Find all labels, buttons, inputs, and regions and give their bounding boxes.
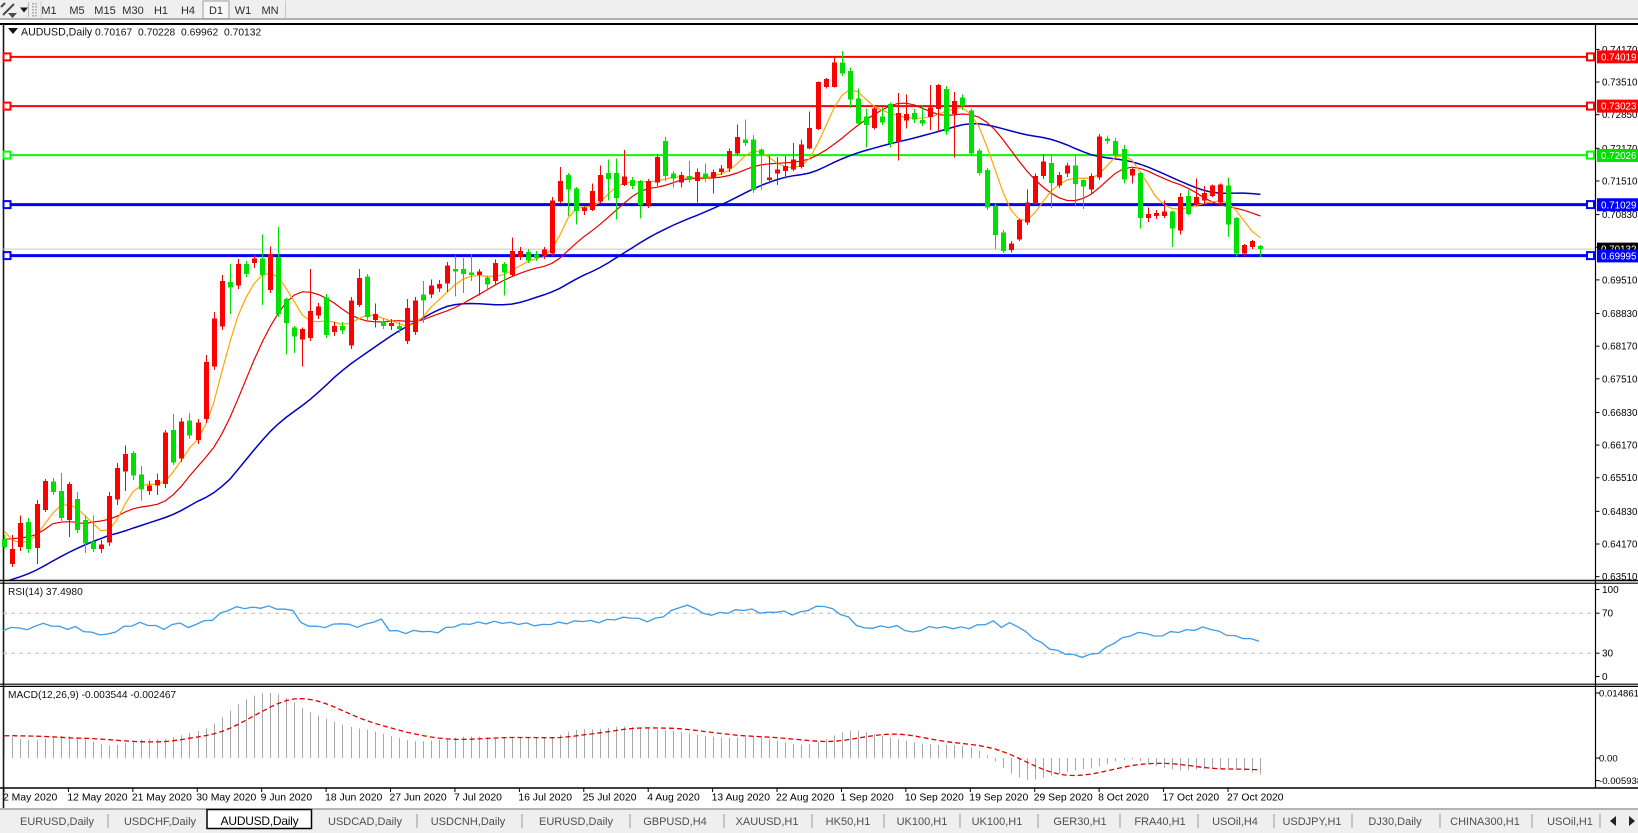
svg-text:0.66170: 0.66170	[1602, 441, 1638, 452]
svg-text:-0.005938: -0.005938	[1599, 776, 1638, 787]
svg-text:0.014861: 0.014861	[1599, 689, 1638, 700]
svg-text:AUDUSD,Daily: AUDUSD,Daily	[221, 814, 299, 828]
svg-text:25 Jul 2020: 25 Jul 2020	[583, 793, 637, 804]
svg-text:4 Aug 2020: 4 Aug 2020	[647, 793, 700, 804]
svg-text:0.74019: 0.74019	[1601, 52, 1636, 63]
svg-text:10 Sep 2020: 10 Sep 2020	[905, 793, 964, 804]
svg-text:0.68830: 0.68830	[1602, 309, 1638, 320]
svg-text:USDCAD,Daily: USDCAD,Daily	[328, 816, 402, 828]
svg-text:70: 70	[1602, 609, 1614, 620]
svg-text:0.64830: 0.64830	[1602, 507, 1638, 518]
svg-text:FRA40,H1: FRA40,H1	[1134, 816, 1185, 828]
svg-text:22 Aug 2020: 22 Aug 2020	[776, 793, 835, 804]
svg-text:RSI(14) 37.4980: RSI(14) 37.4980	[8, 587, 83, 598]
svg-text:27 Jun 2020: 27 Jun 2020	[390, 793, 447, 804]
svg-text:30 May 2020: 30 May 2020	[196, 793, 256, 804]
svg-text:0.70228: 0.70228	[138, 28, 175, 39]
svg-text:MACD(12,26,9) -0.003544 -0.002: MACD(12,26,9) -0.003544 -0.002467	[8, 690, 177, 701]
svg-text:12 May 2020: 12 May 2020	[67, 793, 127, 804]
svg-text:0.71510: 0.71510	[1602, 176, 1638, 187]
svg-text:M5: M5	[69, 5, 84, 17]
svg-text:HK50,H1: HK50,H1	[826, 816, 871, 828]
svg-text:0.65510: 0.65510	[1602, 473, 1638, 484]
svg-text:0.64170: 0.64170	[1602, 540, 1638, 551]
svg-text:0.69995: 0.69995	[1601, 251, 1637, 262]
svg-text:0.73023: 0.73023	[1601, 102, 1637, 113]
svg-text:W1: W1	[235, 5, 252, 17]
svg-text:18 Jun 2020: 18 Jun 2020	[325, 793, 382, 804]
svg-text:XAUUSD,H1: XAUUSD,H1	[736, 816, 799, 828]
svg-text:0.72850: 0.72850	[1602, 110, 1638, 121]
svg-text:27 Oct 2020: 27 Oct 2020	[1227, 793, 1284, 804]
svg-text:0.70830: 0.70830	[1602, 210, 1638, 221]
svg-text:USOil,H4: USOil,H4	[1212, 816, 1258, 828]
svg-text:0.63510: 0.63510	[1602, 572, 1638, 583]
svg-text:D1: D1	[209, 5, 223, 17]
svg-text:M1: M1	[41, 5, 56, 17]
svg-text:1 Sep 2020: 1 Sep 2020	[840, 793, 893, 804]
svg-text:AUDUSD,Daily: AUDUSD,Daily	[21, 27, 93, 39]
svg-text:0.00: 0.00	[1599, 754, 1618, 765]
svg-text:0.68170: 0.68170	[1602, 342, 1638, 353]
svg-text:UK100,H1: UK100,H1	[897, 816, 948, 828]
svg-text:100: 100	[1602, 585, 1619, 596]
svg-text:30: 30	[1602, 649, 1614, 660]
svg-text:M15: M15	[94, 5, 115, 17]
svg-text:DJ30,Daily: DJ30,Daily	[1368, 816, 1422, 828]
svg-text:GBPUSD,H4: GBPUSD,H4	[643, 816, 707, 828]
svg-text:M30: M30	[122, 5, 143, 17]
svg-text:2 May 2020: 2 May 2020	[3, 793, 58, 804]
svg-text:USDCHF,Daily: USDCHF,Daily	[124, 816, 197, 828]
svg-text:0.72026: 0.72026	[1601, 151, 1637, 162]
svg-text:0.69962: 0.69962	[181, 28, 218, 39]
svg-text:H1: H1	[154, 5, 168, 17]
svg-text:17 Oct 2020: 17 Oct 2020	[1163, 793, 1220, 804]
svg-text:0.73510: 0.73510	[1602, 78, 1638, 89]
svg-text:EURUSD,Daily: EURUSD,Daily	[539, 816, 613, 828]
svg-text:0.70167: 0.70167	[95, 28, 132, 39]
svg-text:0.67510: 0.67510	[1602, 374, 1638, 385]
svg-text:GER30,H1: GER30,H1	[1053, 816, 1106, 828]
svg-text:CHINA300,H1: CHINA300,H1	[1450, 816, 1520, 828]
svg-text:0.71029: 0.71029	[1601, 200, 1636, 211]
svg-text:0.66830: 0.66830	[1602, 408, 1638, 419]
svg-text:EURUSD,Daily: EURUSD,Daily	[20, 816, 94, 828]
svg-text:USDJPY,H1: USDJPY,H1	[1282, 816, 1341, 828]
svg-text:USDCNH,Daily: USDCNH,Daily	[431, 816, 506, 828]
svg-text:8 Oct 2020: 8 Oct 2020	[1098, 793, 1149, 804]
svg-text:21 May 2020: 21 May 2020	[132, 793, 192, 804]
svg-text:MN: MN	[261, 5, 278, 17]
svg-text:0: 0	[1602, 672, 1608, 683]
svg-text:19 Sep 2020: 19 Sep 2020	[969, 793, 1028, 804]
svg-text:USOil,H1: USOil,H1	[1547, 816, 1593, 828]
svg-text:H4: H4	[181, 5, 195, 17]
svg-text:UK100,H1: UK100,H1	[972, 816, 1023, 828]
svg-text:0.69510: 0.69510	[1602, 275, 1638, 286]
svg-text:0.70132: 0.70132	[224, 28, 261, 39]
svg-text:16 Jul 2020: 16 Jul 2020	[518, 793, 572, 804]
svg-text:29 Sep 2020: 29 Sep 2020	[1034, 793, 1093, 804]
svg-text:9 Jun 2020: 9 Jun 2020	[261, 793, 313, 804]
svg-text:7 Jul 2020: 7 Jul 2020	[454, 793, 502, 804]
svg-text:13 Aug 2020: 13 Aug 2020	[712, 793, 771, 804]
